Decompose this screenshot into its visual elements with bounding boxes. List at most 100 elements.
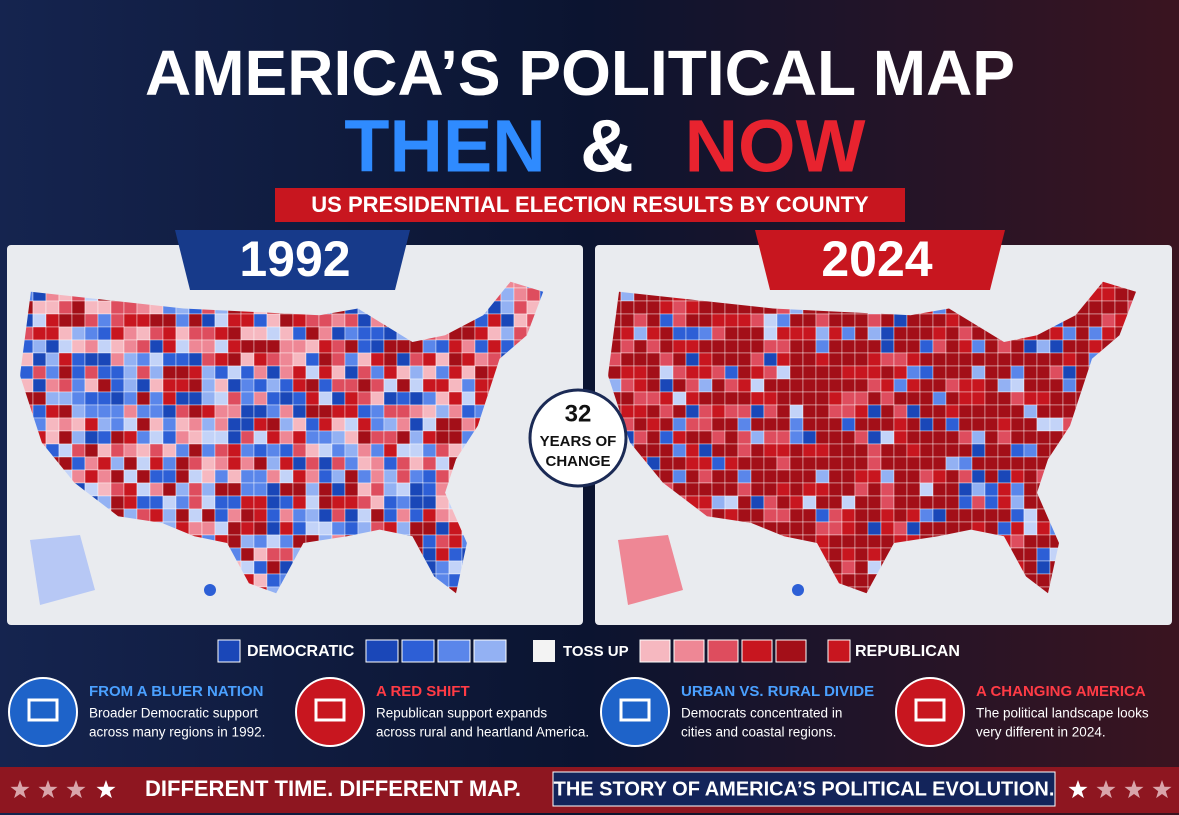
county-cell (932, 456, 947, 471)
county-cell (971, 352, 986, 367)
county-cell (344, 482, 359, 497)
county-cell (318, 378, 333, 393)
county-cell (776, 521, 791, 536)
county-cell (737, 495, 752, 510)
county-cell (123, 391, 138, 406)
county-cell (396, 378, 411, 393)
county-cell (1062, 391, 1077, 406)
county-cell (997, 430, 1012, 445)
county-cell (620, 378, 635, 393)
county-cell (227, 404, 242, 419)
county-cell (110, 326, 125, 341)
county-cell (633, 417, 648, 432)
county-cell (841, 352, 856, 367)
county-cell (919, 456, 934, 471)
county-cell (815, 443, 830, 458)
county-cell (698, 391, 713, 406)
county-cell (175, 313, 190, 328)
county-cell (370, 352, 385, 367)
county-cell (789, 313, 804, 328)
county-cell (1062, 326, 1077, 341)
star (66, 780, 86, 799)
county-cell (776, 482, 791, 497)
county-cell (737, 365, 752, 380)
county-cell (227, 456, 242, 471)
stars (10, 780, 1172, 799)
county-cell (633, 378, 648, 393)
county-cell (659, 404, 674, 419)
county-cell (253, 521, 268, 536)
county-cell (984, 495, 999, 510)
county-cell (854, 495, 869, 510)
county-cell (435, 521, 450, 536)
county-cell (383, 365, 398, 380)
county-cell (646, 378, 661, 393)
county-cell (396, 352, 411, 367)
county-cell (266, 495, 281, 510)
county-cell (789, 417, 804, 432)
county-cell (1010, 391, 1025, 406)
county-cell (633, 300, 648, 315)
county-cell (906, 352, 921, 367)
county-cell (305, 508, 320, 523)
feature-icon-glyph (314, 698, 346, 722)
county-cell (724, 417, 739, 432)
county-cell (188, 391, 203, 406)
star (1096, 780, 1116, 799)
county-cell (958, 365, 973, 380)
county-cell (958, 391, 973, 406)
county-cell (240, 534, 255, 549)
county-cell (958, 326, 973, 341)
county-cell (214, 482, 229, 497)
county-cell (802, 365, 817, 380)
county-cell (370, 482, 385, 497)
county-cell (422, 456, 437, 471)
county-cell (1023, 378, 1038, 393)
county-cell (672, 404, 687, 419)
county-cell (227, 378, 242, 393)
county-cell (58, 417, 73, 432)
county-cell (84, 404, 99, 419)
county-cell (1088, 313, 1103, 328)
county-cell (123, 313, 138, 328)
county-cell (776, 326, 791, 341)
county-cell (331, 391, 346, 406)
county-cell (828, 326, 843, 341)
county-cell (240, 365, 255, 380)
county-cell (724, 404, 739, 419)
county-cell (97, 391, 112, 406)
county-cell (984, 404, 999, 419)
county-cell (214, 352, 229, 367)
county-cell (487, 313, 502, 328)
county-cell (685, 313, 700, 328)
county-cell (396, 521, 411, 536)
county-cell (435, 508, 450, 523)
county-cell (422, 495, 437, 510)
county-cell (1062, 365, 1077, 380)
county-cell (672, 417, 687, 432)
county-cell (737, 417, 752, 432)
county-cell (880, 482, 895, 497)
county-cell (776, 495, 791, 510)
county-cell (149, 495, 164, 510)
county-cell (396, 495, 411, 510)
legend-swatch (741, 639, 773, 663)
county-cell (201, 443, 216, 458)
county-cell (84, 430, 99, 445)
county-cell (149, 456, 164, 471)
county-cell (344, 391, 359, 406)
county-cell (357, 469, 372, 484)
county-cell (240, 378, 255, 393)
title-now: NOW (685, 105, 866, 188)
county-cell (240, 443, 255, 458)
county-cell (292, 404, 307, 419)
county-cell (867, 443, 882, 458)
county-cell (175, 508, 190, 523)
county-cell (672, 352, 687, 367)
county-cell (997, 352, 1012, 367)
county-cell (724, 469, 739, 484)
county-cell (383, 391, 398, 406)
county-cell (32, 339, 47, 354)
county-cell (422, 469, 437, 484)
county-cell (331, 443, 346, 458)
